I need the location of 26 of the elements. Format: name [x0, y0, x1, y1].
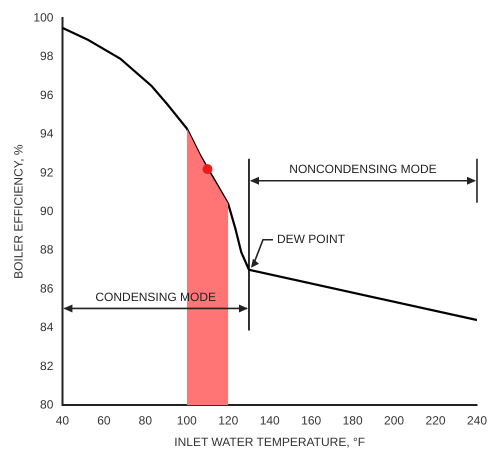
- y-tick-label: 96: [40, 88, 54, 102]
- x-axis-title: INLET WATER TEMPERATURE, °F: [174, 435, 366, 450]
- y-tick-label: 94: [40, 126, 54, 141]
- x-tick-label: 200: [384, 414, 404, 428]
- x-tick-label: 60: [97, 414, 111, 428]
- annotation: NONCONDENSING MODE: [289, 162, 437, 176]
- x-tick-label: 80: [138, 414, 152, 428]
- y-tick-label: 100: [33, 10, 54, 25]
- y-tick-label: 80: [40, 398, 54, 412]
- y-axis-title: BOILER EFFICIENCY, %: [12, 144, 26, 279]
- annotation: DEW POINT: [276, 232, 346, 246]
- y-tick-label: 92: [40, 165, 54, 180]
- y-tick-label: 98: [40, 49, 54, 64]
- y-tick-label: 82: [40, 358, 54, 373]
- x-tick-label: 100: [176, 414, 198, 428]
- y-tick-label: 84: [40, 320, 54, 334]
- x-tick-label: 140: [260, 414, 280, 428]
- y-tick-label: 90: [40, 204, 54, 218]
- y-tick-label: 86: [40, 281, 54, 296]
- x-tick-label: 240: [466, 414, 488, 428]
- x-tick-label: 160: [301, 414, 322, 428]
- x-tick-label: 180: [342, 414, 363, 428]
- x-tick-label: 40: [56, 414, 70, 428]
- y-tick-label: 88: [40, 242, 54, 257]
- x-tick-label: 220: [426, 414, 446, 428]
- x-tick-label: 120: [218, 414, 239, 428]
